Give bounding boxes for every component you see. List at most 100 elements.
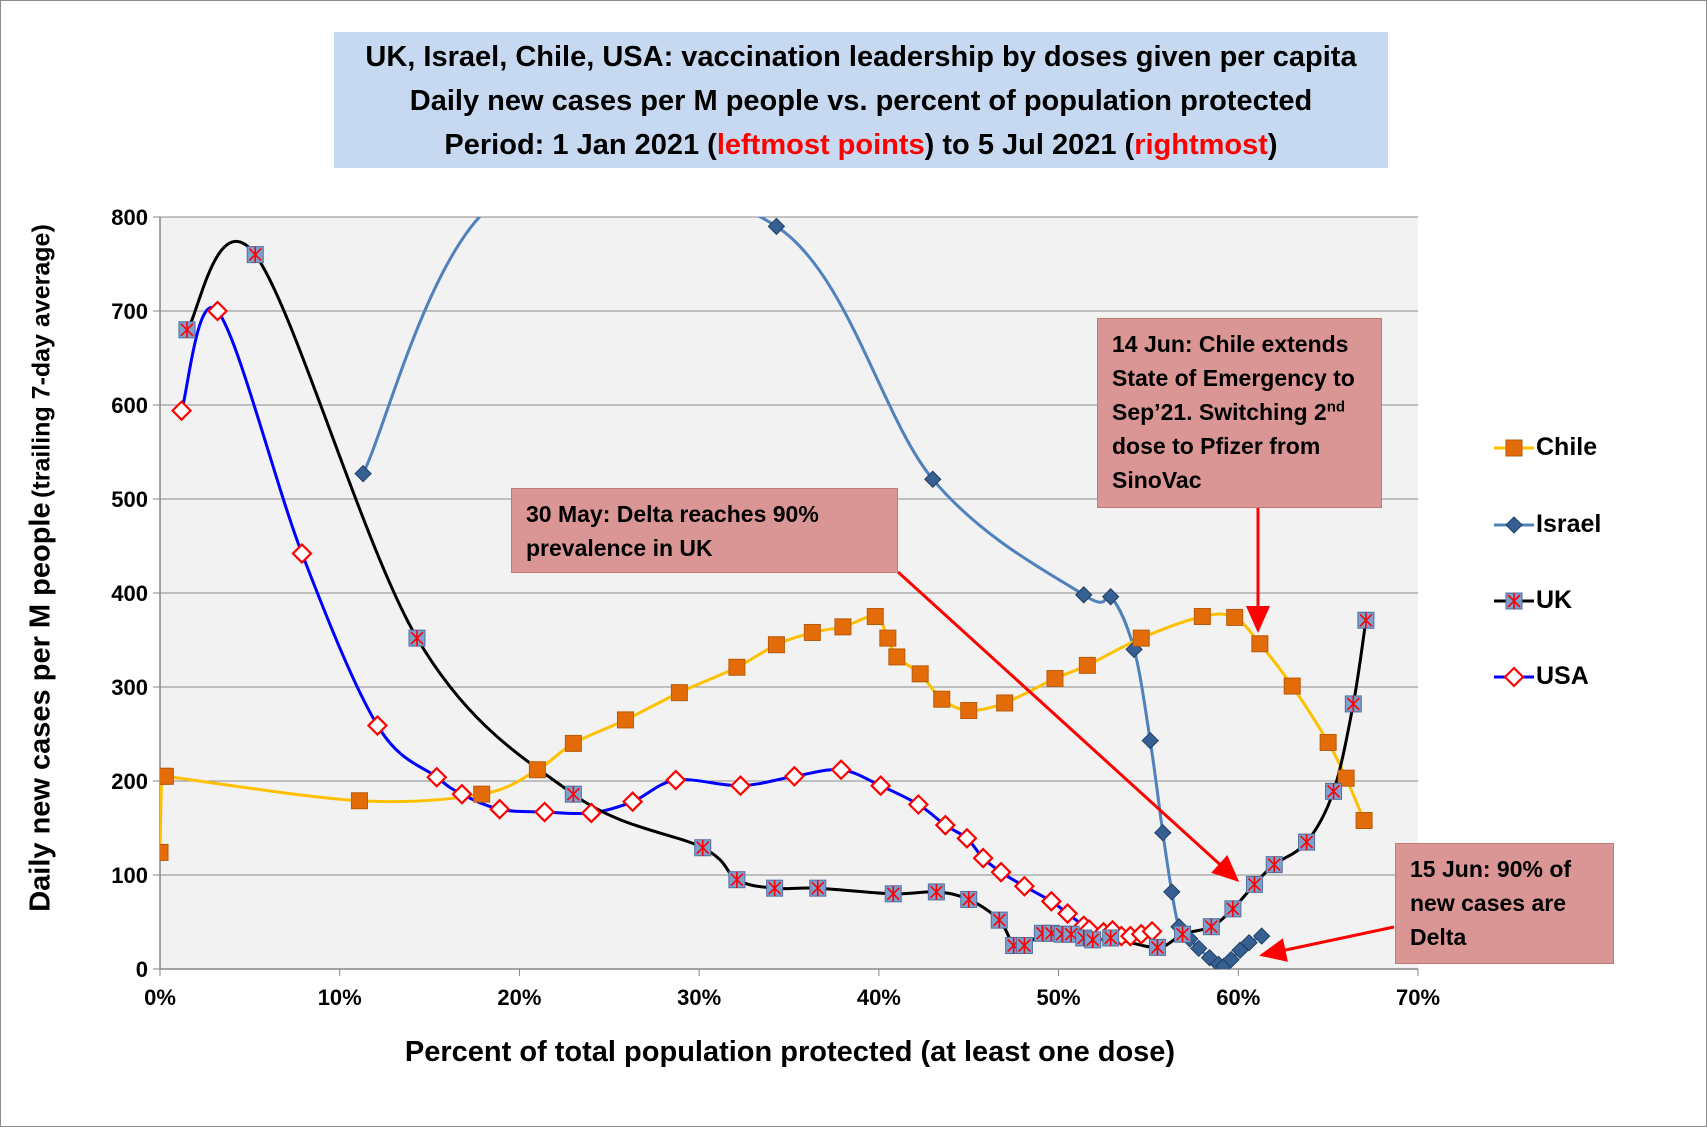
- usa-data-point: [665, 769, 687, 791]
- axes: 0 100 200 300 400 500 600 700 800 0% 10% 20% 30% 40% 5…: [111, 205, 1440, 1010]
- y-tick-label: 400: [111, 581, 148, 606]
- usa-data-point: [489, 798, 511, 820]
- chile-data-point: [866, 608, 884, 625]
- israel-data-point: [1141, 731, 1159, 750]
- chile-data-point: [767, 636, 785, 654]
- legend-chile-data-point: [1505, 439, 1523, 457]
- title-highlight-rightmost: rightmost: [1134, 129, 1268, 161]
- uk-data-point: [927, 883, 945, 901]
- y-tick-label: 200: [111, 769, 148, 794]
- y-tick-label: 100: [111, 863, 148, 888]
- chile-data-point: [1355, 811, 1373, 829]
- usa-data-point: [934, 814, 956, 836]
- usa-data-point: [907, 793, 929, 816]
- y-tick-label: 600: [111, 393, 148, 418]
- legend-swatch-israel: [1494, 516, 1534, 534]
- title-line-1: UK, Israel, Chile, USA: vaccination lead…: [365, 41, 1357, 73]
- title-highlight-leftmost: leftmost points: [716, 129, 925, 161]
- chile-data-point: [1193, 608, 1211, 625]
- y-tick-label: 700: [111, 299, 148, 324]
- legend-swatch-uk: [1494, 592, 1534, 610]
- chile-data-point: [834, 618, 852, 636]
- uk-data-point: [960, 890, 978, 908]
- usa-data-point: [291, 542, 313, 565]
- annotation-delta-uk: 30 May: Delta reaches 90% prevalence in …: [511, 488, 898, 573]
- israel-data-point: [1222, 950, 1240, 969]
- chile-data-point: [888, 648, 906, 666]
- x-tick-label: 10%: [318, 985, 362, 1010]
- uk-data-point: [564, 785, 582, 803]
- chile-data-point: [1283, 677, 1301, 695]
- legend-swatch-chile: [1494, 439, 1534, 457]
- legend-swatch-usa: [1494, 666, 1534, 688]
- uk-data-point: [408, 629, 426, 647]
- israel-data-point: [1163, 883, 1181, 901]
- chile-data-point: [1226, 608, 1244, 626]
- uk-data-point: [1325, 782, 1343, 800]
- chile-data-point: [1132, 629, 1150, 647]
- uk-data-point: [246, 246, 264, 264]
- y-tick-label: 300: [111, 675, 148, 700]
- israel-data-point: [354, 464, 372, 483]
- arrow-delta-usa: [1259, 925, 1395, 962]
- usa-data-point: [729, 775, 752, 797]
- chile-data-point: [933, 690, 951, 708]
- y-tick-label: 800: [111, 205, 148, 230]
- chile-data-point: [160, 767, 174, 785]
- uk-data-point: [178, 321, 196, 339]
- chile-data-point: [1319, 733, 1337, 751]
- israel-data-point: [1101, 588, 1120, 606]
- y-axis-label: Daily new cases per M people (trailing 7…: [24, 224, 57, 912]
- israel-data-point: [1240, 933, 1258, 952]
- legend-usa-data-point: [1503, 666, 1525, 688]
- title-line-3: Period: 1 Jan 2021 (leftmost points) to …: [444, 129, 1278, 161]
- legend-label-usa: USA: [1536, 662, 1589, 690]
- uk-data-point: [1102, 929, 1120, 947]
- usa-data-point: [622, 791, 644, 813]
- usa-data-point: [1013, 875, 1035, 897]
- usa-data-point: [580, 802, 602, 824]
- usa-data-point: [366, 714, 389, 737]
- title-line-2: Daily new cases per M people vs. percent…: [409, 85, 1313, 117]
- chile-data-point: [803, 623, 821, 641]
- uk-data-point: [1344, 695, 1362, 713]
- chile-data-point: [616, 711, 634, 729]
- uk-data-point: [694, 839, 712, 857]
- x-tick-label: 30%: [677, 985, 721, 1010]
- legend-label-israel: Israel: [1536, 510, 1602, 538]
- chile-data-point: [1046, 670, 1064, 688]
- series-markers: [160, 217, 1375, 969]
- israel-data-point: [924, 470, 942, 488]
- chile-data-point: [960, 702, 978, 719]
- uk-data-point: [1174, 925, 1192, 943]
- uk-data-point: [1265, 856, 1283, 874]
- uk-data-point: [766, 879, 784, 897]
- chile-data-point: [160, 843, 169, 861]
- chile-data-point: [728, 658, 746, 676]
- uk-data-point: [1357, 611, 1375, 629]
- x-tick-label: 50%: [1037, 985, 1081, 1010]
- uk-data-point: [1015, 937, 1033, 954]
- uk-data-point: [1062, 925, 1080, 943]
- chile-data-point: [1251, 635, 1269, 653]
- uk-data-point: [1084, 931, 1102, 949]
- arrow-delta-uk: [896, 570, 1240, 883]
- x-tick-label: 20%: [497, 985, 541, 1010]
- annotation-arrows: [896, 508, 1395, 962]
- uk-data-point: [809, 879, 827, 897]
- x-tick-label: 60%: [1216, 985, 1260, 1010]
- legend-israel-data-point: [1505, 516, 1523, 534]
- usa-data-point: [972, 847, 994, 869]
- usa-data-point: [534, 801, 556, 823]
- usa-data-point: [206, 300, 229, 322]
- x-tick-label: 40%: [857, 985, 901, 1010]
- usa-data-point: [830, 759, 852, 781]
- usa-data-point: [1040, 890, 1062, 912]
- uk-data-point: [1245, 875, 1263, 893]
- usa-data-point: [1057, 902, 1079, 925]
- israel-data-point: [1190, 939, 1208, 958]
- usa-data-point: [171, 400, 193, 422]
- usa-data-point: [990, 861, 1012, 883]
- x-tick-label: 0%: [144, 985, 176, 1010]
- annotation-chile-emergency: 14 Jun: Chile extends State of Emergency…: [1097, 318, 1382, 508]
